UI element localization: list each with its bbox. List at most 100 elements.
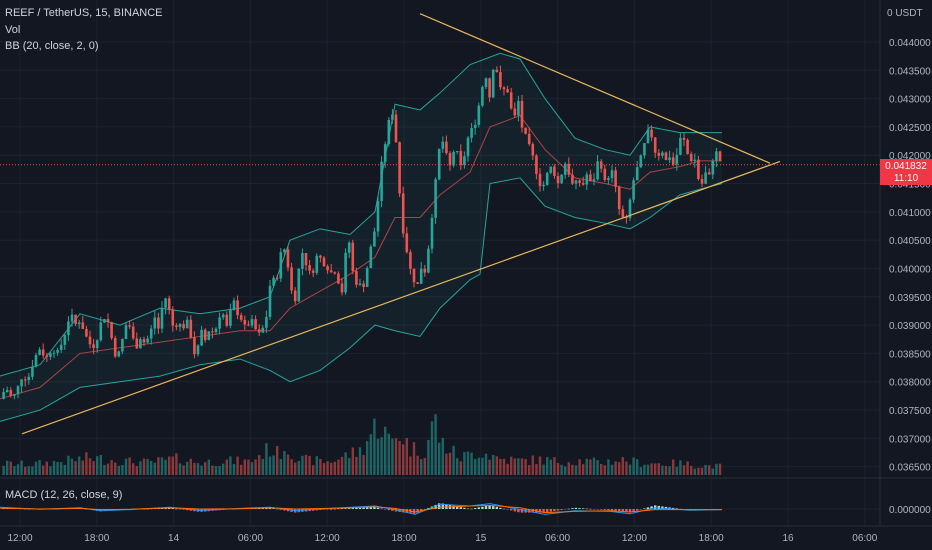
candle-body: [77, 322, 81, 324]
price-candles[interactable]: [2, 65, 722, 400]
volume-bar: [355, 456, 358, 475]
candle-body: [502, 87, 506, 90]
candle-body: [470, 128, 473, 138]
candle-body: [103, 319, 106, 323]
macd-legend[interactable]: MACD (12, 26, close, 9): [5, 489, 123, 501]
volume-bar: [99, 455, 102, 475]
volume-bar: [438, 442, 441, 475]
macd-pane: [0, 503, 880, 515]
volume-bar: [657, 463, 660, 475]
macd-histogram-bar: [164, 507, 167, 509]
macd-histogram-bar: [639, 509, 642, 510]
symbol-title[interactable]: REEF / TetherUS, 15, BINANCE: [5, 7, 163, 19]
candle-body: [668, 157, 671, 161]
bb-fill: [0, 53, 722, 422]
volume-bar: [254, 459, 257, 475]
candle-body: [358, 283, 362, 285]
macd-histogram-bar: [672, 507, 675, 509]
macd-histogram-bar: [366, 507, 369, 509]
candle-body: [686, 139, 689, 154]
macd-histogram-bar: [668, 507, 671, 509]
candle-body: [149, 328, 153, 339]
candle-body: [599, 161, 603, 169]
volume-bar: [272, 455, 275, 475]
macd-histogram-bar: [416, 509, 419, 513]
candle-body: [49, 353, 52, 357]
bb-legend[interactable]: BB (20, close, 2, 0): [5, 40, 99, 52]
time-tick-label: 12:00: [315, 533, 340, 544]
candle-body: [301, 253, 304, 269]
candle-body: [628, 199, 632, 219]
volume-bar: [636, 459, 639, 475]
volume-bar: [186, 461, 189, 475]
volume-bar: [452, 445, 455, 475]
macd-histogram-bar: [362, 507, 365, 509]
macd-histogram-bar: [477, 507, 480, 509]
macd-histogram-bar: [182, 509, 185, 510]
candle-body: [535, 155, 538, 174]
macd-histogram-bar: [268, 507, 272, 509]
volume-bar: [81, 460, 84, 475]
volume-bar: [200, 465, 203, 475]
candle-body: [632, 180, 635, 200]
candle-body: [463, 156, 466, 165]
candle-body: [13, 394, 16, 396]
candle-body: [124, 325, 128, 339]
volume-bar: [286, 454, 290, 475]
candle-body: [67, 321, 70, 336]
volume-bar: [279, 458, 282, 475]
grid: [0, 0, 880, 525]
candle-body: [153, 317, 157, 329]
volume-bar: [6, 460, 9, 475]
candle-body: [517, 100, 520, 116]
candle-body: [679, 137, 682, 155]
candle-body: [351, 242, 355, 272]
trendlines[interactable]: [0, 13, 880, 435]
macd-histogram-bar: [542, 509, 545, 513]
volume-bar: [297, 461, 300, 475]
candle-body: [164, 298, 167, 308]
volume-bar: [528, 465, 531, 475]
candle-body: [513, 108, 517, 116]
macd-histogram-bar: [632, 509, 635, 512]
macd-histogram-bar: [650, 506, 653, 509]
macd-histogram-bar: [495, 507, 498, 509]
volume-bar: [578, 459, 581, 475]
time-tick-label: 16: [782, 533, 794, 544]
volume-bar: [614, 461, 617, 475]
candle-body: [477, 105, 481, 125]
macd-histogram-bar: [474, 508, 477, 509]
volume-bar: [124, 458, 128, 475]
volume-bar: [312, 465, 315, 475]
candle-body: [455, 151, 459, 153]
volume-legend[interactable]: Vol: [5, 24, 21, 36]
volume-bar: [387, 433, 390, 475]
volume-bar: [592, 457, 596, 475]
candle-body: [545, 172, 549, 185]
volume-bar: [330, 462, 333, 475]
volume-bar: [711, 468, 714, 475]
macd-histogram-bar: [603, 509, 606, 510]
candle-body: [185, 319, 189, 329]
candle-body: [380, 161, 383, 202]
macd-histogram-bar: [340, 508, 344, 510]
volume-bar: [625, 461, 628, 475]
candle-body: [81, 322, 85, 329]
volume-bar: [150, 460, 153, 475]
volume-bar: [492, 455, 495, 475]
volume-bar: [294, 462, 297, 475]
signal-line: [0, 504, 722, 514]
macd-histogram-bar: [326, 509, 329, 510]
candle-body: [74, 314, 77, 324]
candle-body: [491, 69, 495, 98]
candle-body: [218, 317, 221, 329]
candle-body: [484, 78, 488, 88]
candle-body: [41, 349, 45, 356]
macd-histogram-bar: [387, 509, 390, 511]
candle-body: [581, 182, 585, 185]
volume-bar: [661, 465, 664, 475]
volume-bar: [571, 464, 574, 475]
volume-bar: [470, 452, 473, 475]
time-tick-label: 12:00: [622, 533, 647, 544]
